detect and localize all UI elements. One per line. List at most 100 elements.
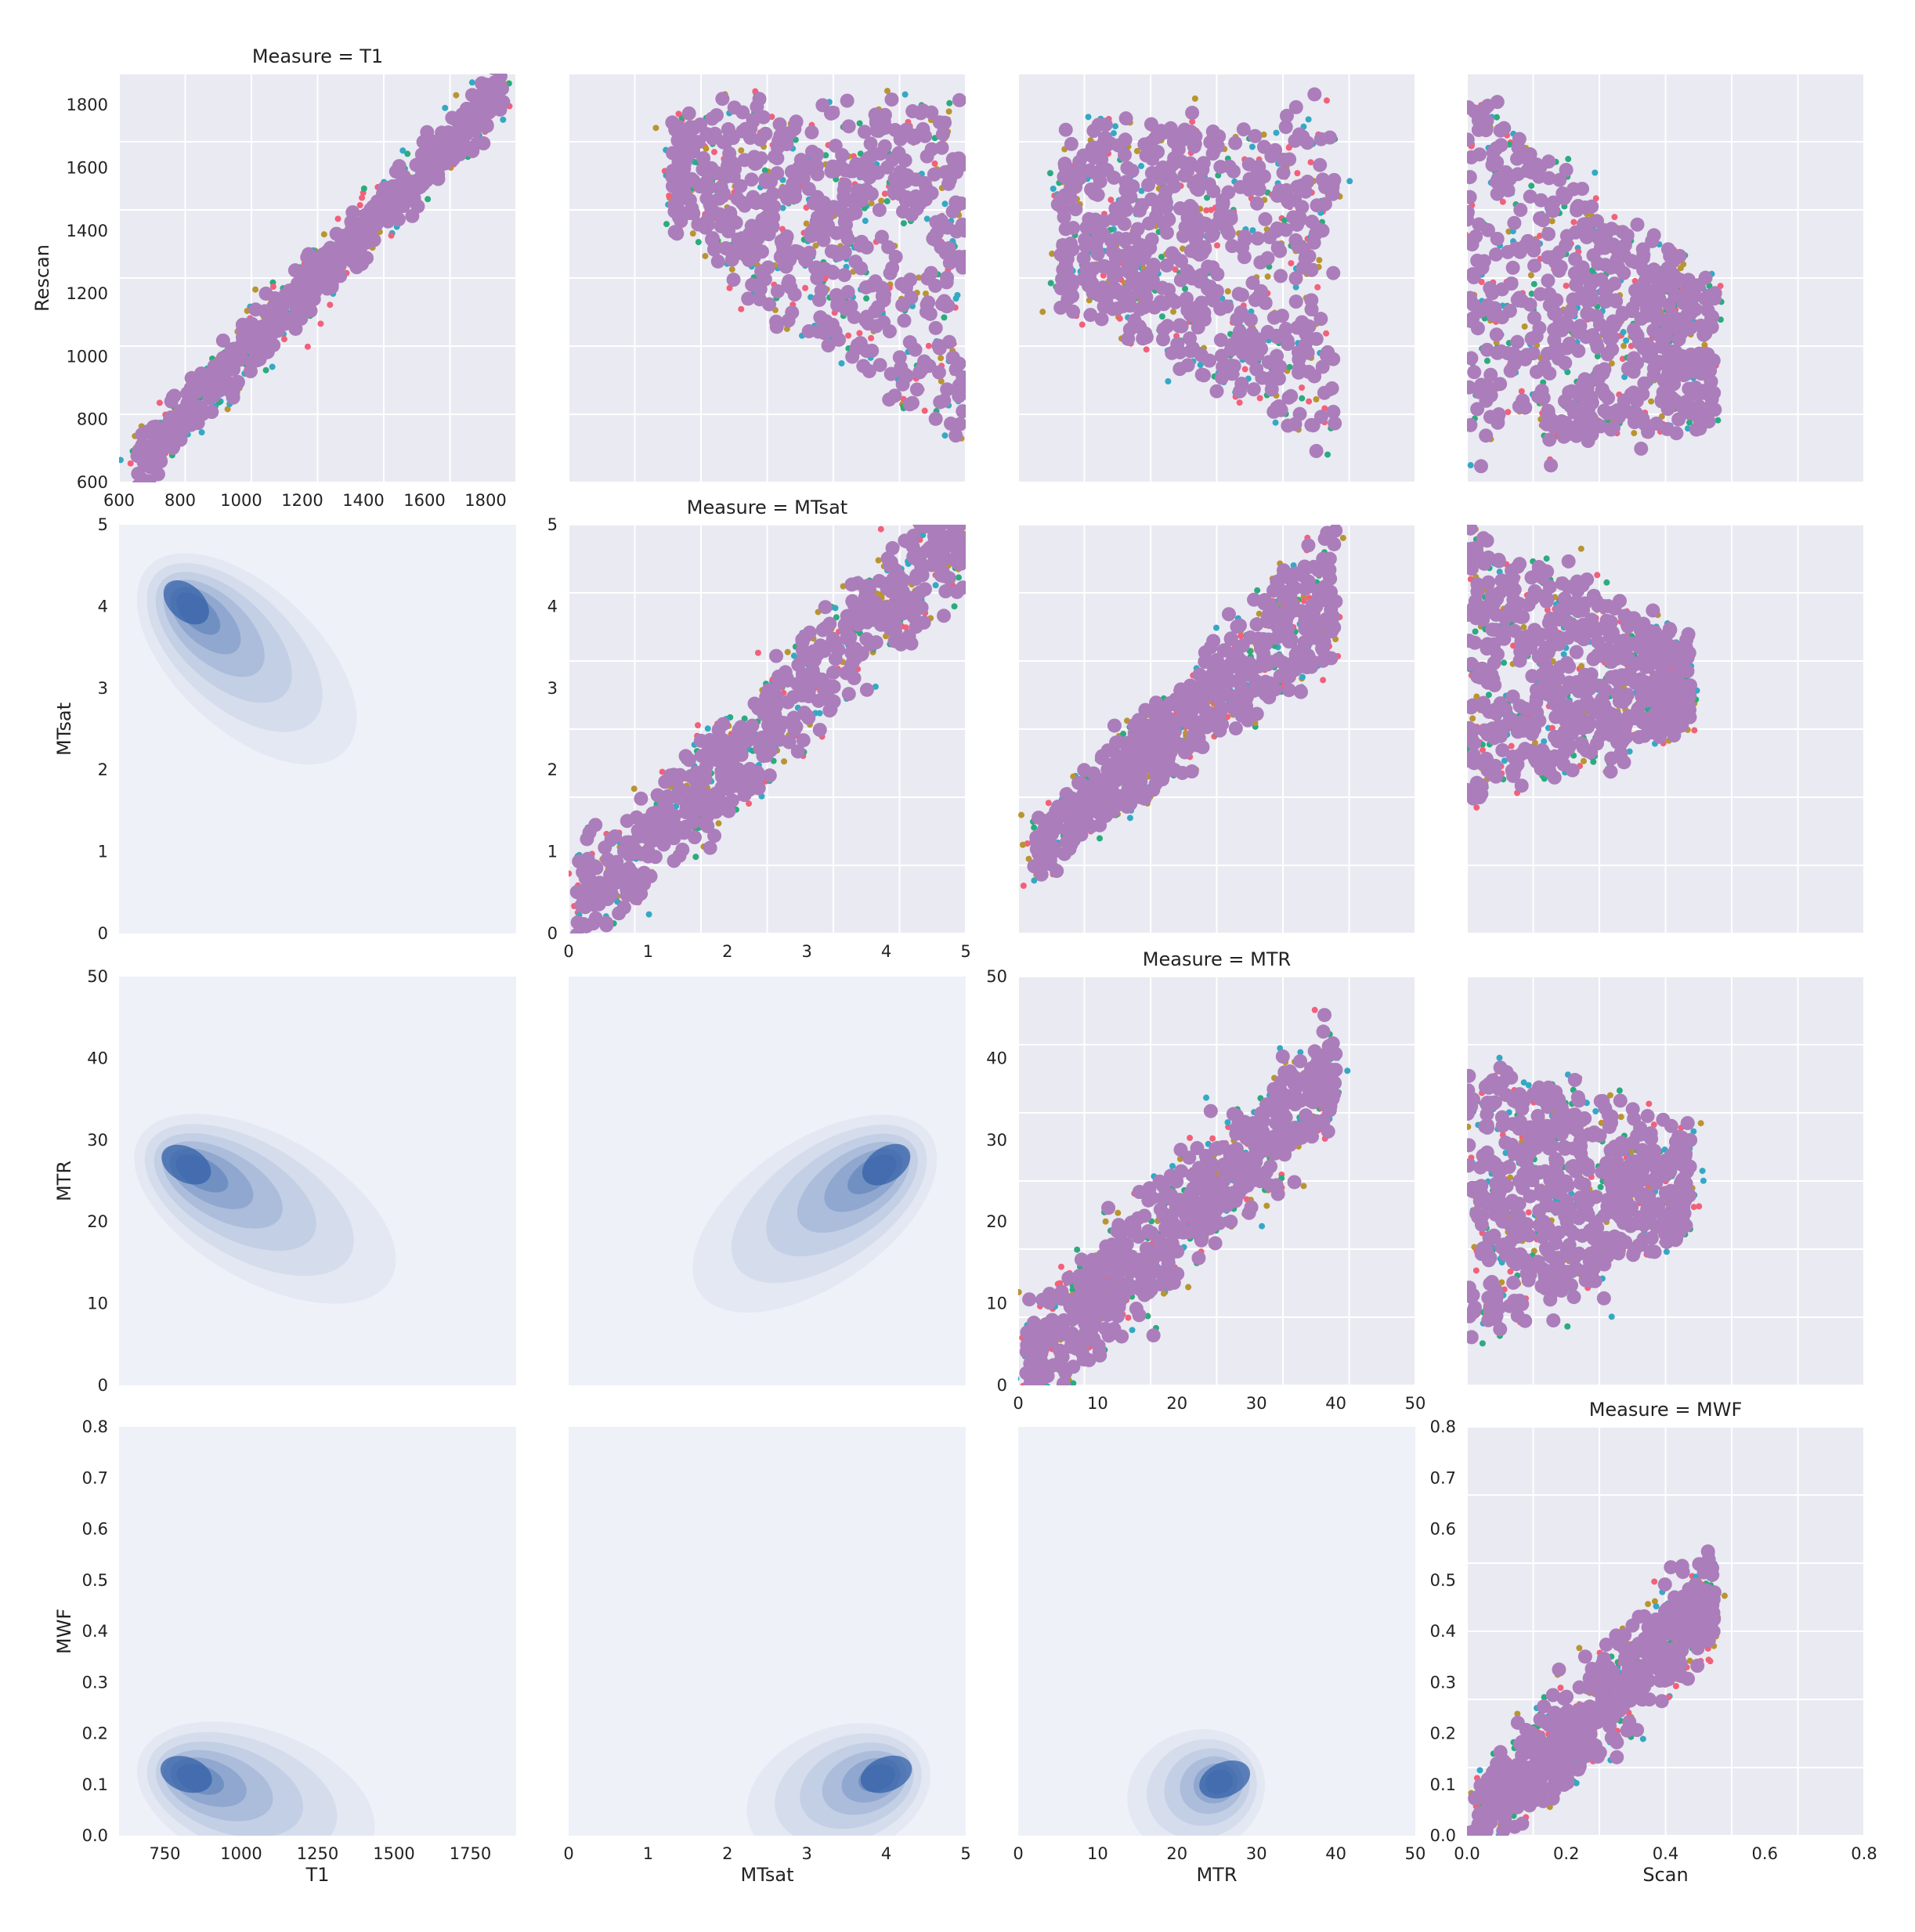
scatter-point — [1172, 362, 1187, 376]
scatter-point — [1650, 288, 1664, 302]
scatter-point — [829, 226, 844, 240]
scatter-point — [771, 284, 785, 298]
scatter-point — [1126, 164, 1140, 178]
scatter-point — [1092, 117, 1106, 132]
scatter-point — [1664, 375, 1678, 389]
scatter-point — [1306, 399, 1312, 405]
scatter-point — [969, 554, 975, 561]
scatter-point — [1183, 331, 1197, 345]
scatter-point — [646, 912, 652, 918]
scatter-point — [1310, 444, 1324, 458]
scatter-point — [938, 294, 952, 308]
scatter-point — [1648, 359, 1662, 373]
scatter-point — [1714, 417, 1721, 424]
scatter-point — [317, 320, 323, 327]
scatter-point — [1104, 233, 1118, 247]
scatter-point — [1160, 226, 1174, 240]
x-tick-label: 1000 — [220, 491, 262, 510]
scatter-point — [1313, 312, 1328, 326]
scatter-point — [1118, 233, 1132, 247]
scatter-point — [1292, 345, 1306, 359]
scatter-point — [1227, 164, 1241, 179]
scatter-point — [1078, 233, 1092, 247]
scatter-point — [743, 125, 757, 139]
scatter-point — [1091, 229, 1105, 243]
scatter-point — [1542, 171, 1556, 185]
scatter-point — [769, 315, 783, 329]
scatter-point — [1264, 149, 1278, 163]
scatter-point — [1225, 239, 1239, 253]
scatter-point — [735, 196, 749, 210]
scatter-point — [1162, 212, 1176, 226]
scatter-point — [1574, 319, 1588, 333]
scatter-point — [954, 292, 960, 298]
scatter-point — [1050, 186, 1057, 192]
y-tick-label: 0 — [98, 924, 108, 943]
scatter-point — [719, 170, 733, 184]
scatter-point — [425, 196, 431, 202]
scatter-point — [699, 127, 714, 141]
scatter-point — [956, 370, 970, 385]
scatter-point — [276, 298, 291, 312]
scatter-point — [1326, 405, 1340, 419]
scatter-point — [1648, 399, 1654, 405]
scatter-point — [359, 195, 365, 201]
scatter-point — [670, 197, 685, 211]
scatter-point — [952, 250, 967, 264]
scatter-point — [969, 552, 975, 558]
scatter-point — [924, 266, 938, 280]
scatter-point — [1270, 367, 1284, 381]
scatter-point — [1505, 276, 1519, 291]
scatter-point — [838, 163, 852, 177]
scatter-point — [703, 180, 717, 194]
scatter-point — [1463, 418, 1477, 432]
scatter-point — [1183, 199, 1198, 213]
scatter-point — [1570, 219, 1577, 226]
scatter-point — [868, 335, 874, 341]
scatter-point — [1284, 389, 1298, 403]
scatter-point — [1461, 113, 1467, 119]
scatter-point — [1644, 308, 1658, 322]
scatter-point — [1159, 313, 1165, 320]
scatter-point — [933, 395, 947, 409]
scatter-point — [811, 211, 825, 225]
scatter-point — [837, 182, 851, 197]
scatter-point — [446, 149, 460, 163]
scatter-point — [1210, 385, 1224, 399]
scatter-point — [1307, 369, 1321, 383]
scatter-point — [1609, 293, 1623, 307]
scatter-point — [692, 854, 699, 860]
scatter-point — [1575, 405, 1589, 419]
scatter-point — [1600, 326, 1614, 340]
panel-title: Measure = T1 — [252, 45, 383, 67]
scatter-point — [903, 273, 917, 287]
scatter-point — [333, 258, 347, 273]
scatter-point — [935, 141, 949, 155]
scatter-point — [1107, 197, 1114, 203]
scatter-point — [1545, 413, 1559, 427]
scatter-point — [1185, 106, 1199, 120]
scatter-point — [1221, 186, 1235, 200]
scatter-point — [1187, 227, 1201, 241]
scatter-point — [1257, 395, 1263, 401]
scatter-point — [785, 649, 791, 655]
panel-r0-c3 — [1457, 74, 1864, 482]
scatter-point — [1631, 218, 1645, 232]
scatter-point — [1616, 308, 1630, 322]
scatter-point — [1560, 229, 1574, 243]
scatter-point — [1270, 222, 1284, 236]
scatter-point — [344, 215, 358, 229]
scatter-point — [1129, 247, 1144, 262]
scatter-point — [838, 245, 852, 259]
scatter-point — [1193, 247, 1207, 262]
scatter-point — [1541, 227, 1555, 241]
scatter-point — [1542, 367, 1556, 381]
scatter-point — [1313, 396, 1319, 403]
scatter-point — [1252, 160, 1266, 174]
scatter-point — [361, 186, 367, 192]
scatter-point — [1546, 196, 1560, 210]
scatter-point — [1476, 261, 1490, 275]
scatter-point — [1225, 288, 1231, 294]
scatter-point — [1320, 348, 1334, 362]
